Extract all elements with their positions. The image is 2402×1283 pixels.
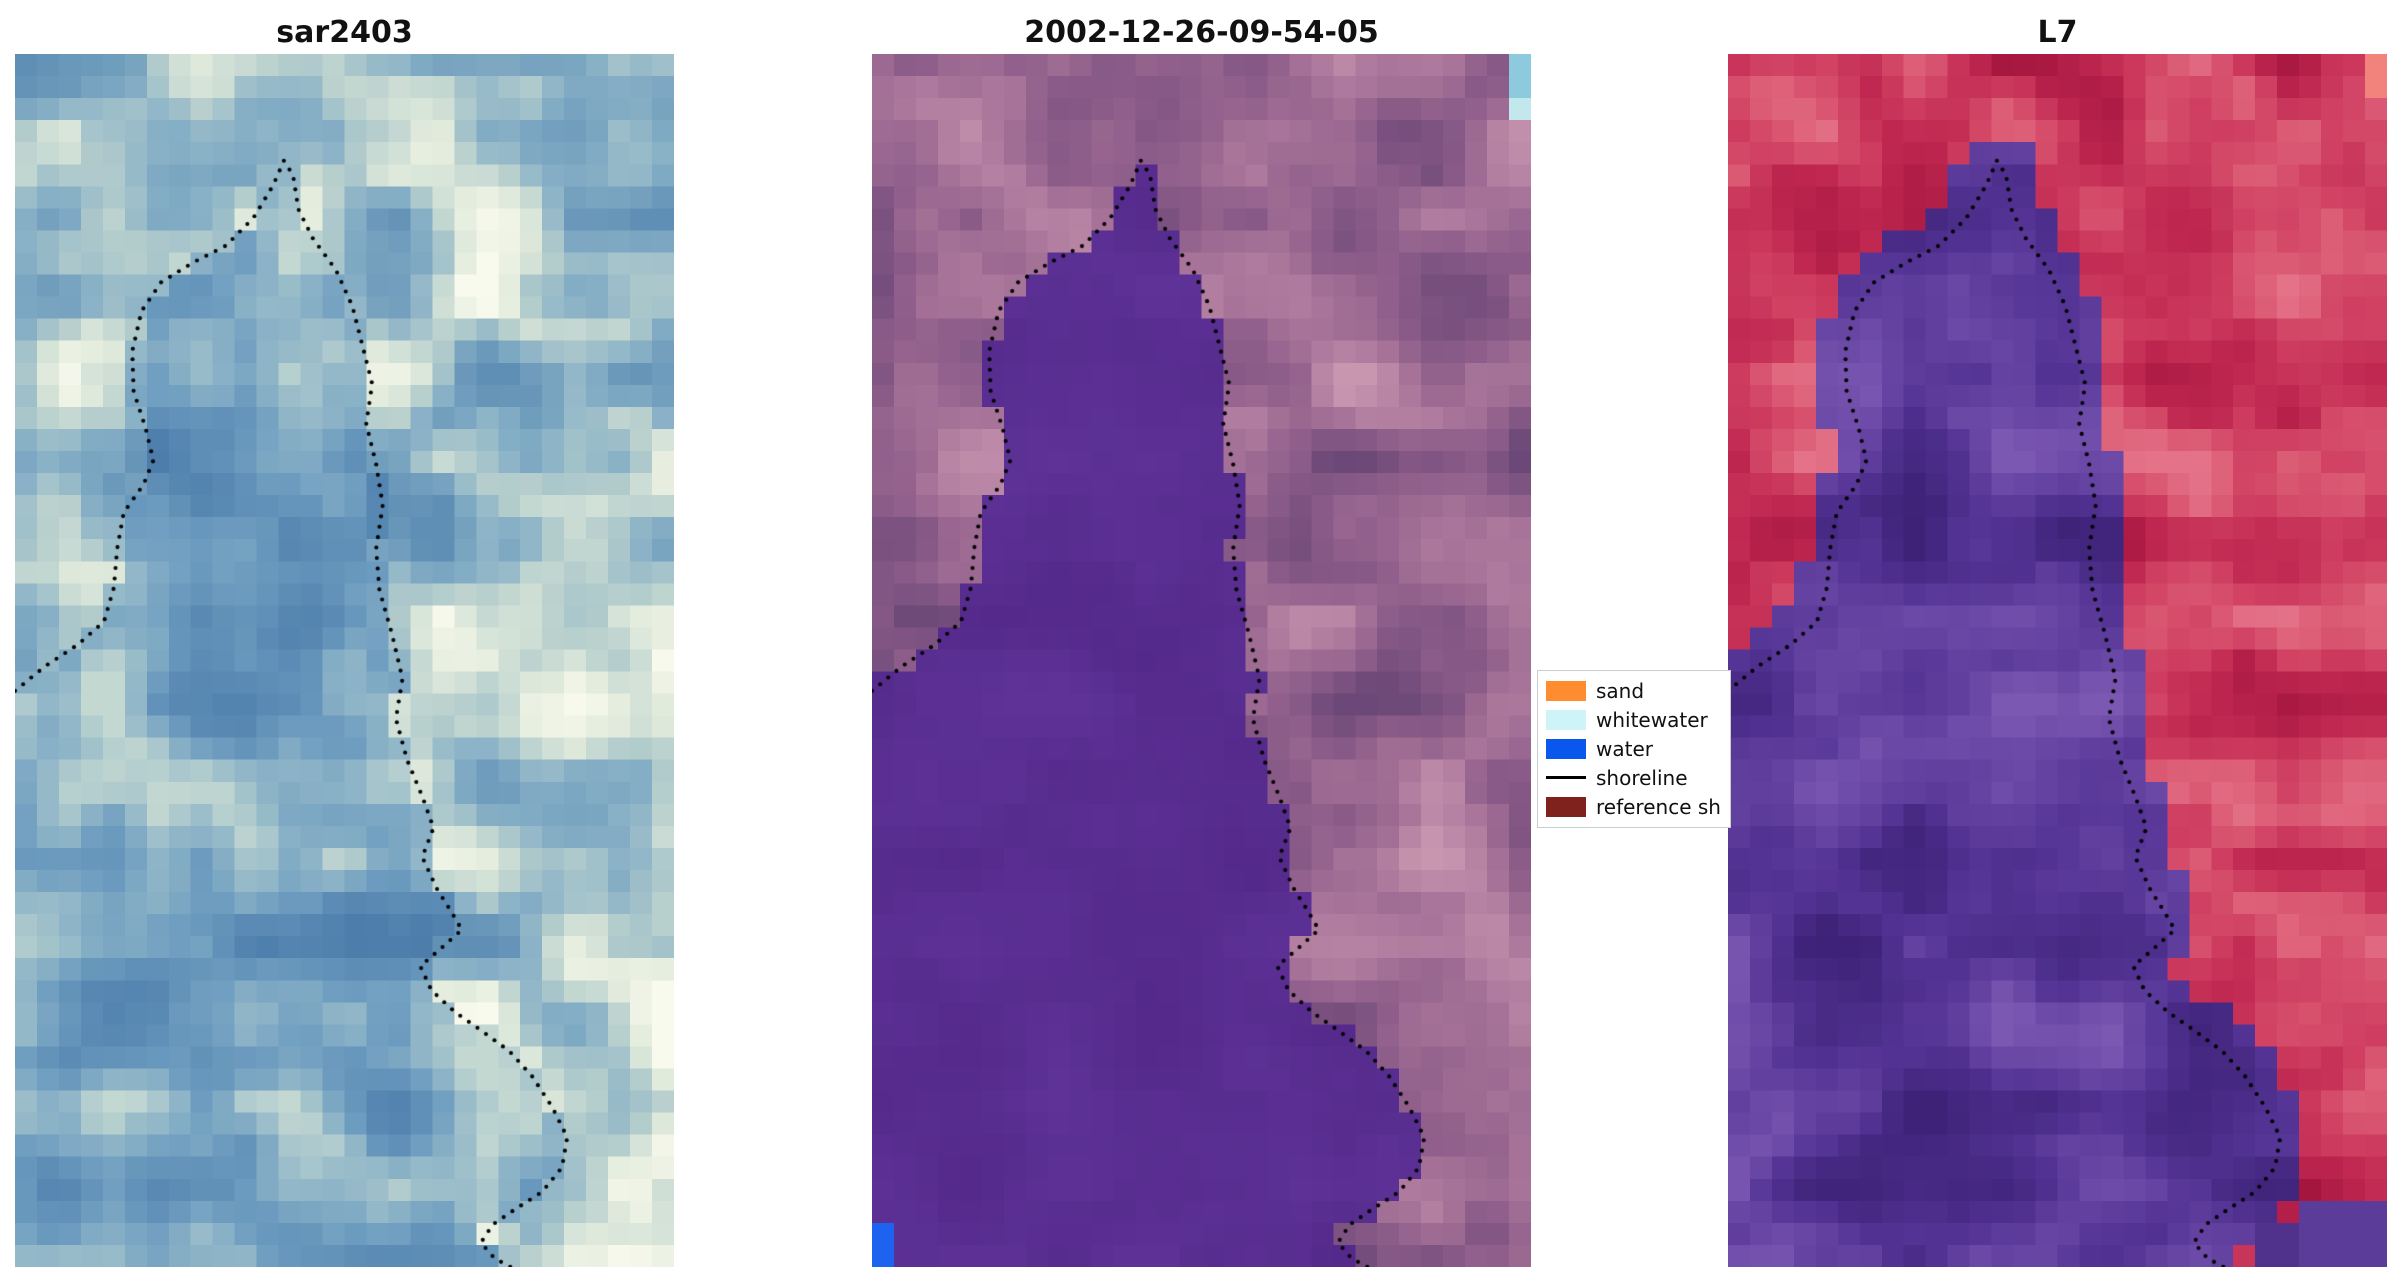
shoreline-overlay-classified: [872, 54, 1531, 1267]
shoreline-overlay-l7: [1728, 54, 2387, 1267]
legend-swatch-whitewater: [1546, 709, 1586, 730]
panel-l7: L7: [1728, 12, 2387, 1267]
sar2403-image-area: [15, 54, 674, 1267]
legend-item-whitewater: whitewater: [1546, 705, 1722, 734]
legend-label: sand: [1596, 678, 1645, 703]
legend-label: water: [1596, 736, 1653, 761]
legend-swatch-water: [1546, 738, 1586, 759]
panel-classified: 2002-12-26-09-54-05: [872, 12, 1531, 1267]
legend-swatch-reference: [1546, 796, 1586, 817]
shoreline-line-sample: [1546, 776, 1586, 779]
legend-item-water: water: [1546, 734, 1722, 763]
legend-item-shoreline: shoreline: [1546, 763, 1722, 792]
legend-label: reference sh: [1596, 794, 1721, 819]
legend-label: shoreline: [1596, 765, 1688, 790]
legend-swatch-sand: [1546, 680, 1586, 701]
panel-title-l7: L7: [2037, 15, 2078, 50]
classified-image-area: [872, 54, 1531, 1267]
panel-title-classified: 2002-12-26-09-54-05: [1024, 15, 1379, 50]
l7-image-area: [1728, 54, 2387, 1267]
panel-title-sar2403: sar2403: [276, 15, 413, 50]
legend-item-sand: sand: [1546, 676, 1722, 705]
legend-label: whitewater: [1596, 707, 1708, 732]
legend: sand whitewater water shoreline reference sh: [1537, 670, 1731, 828]
legend-item-reference-sh: reference sh: [1546, 792, 1722, 821]
panel-sar2403: sar2403: [15, 12, 674, 1267]
shoreline-overlay-sar2403: [15, 54, 674, 1267]
